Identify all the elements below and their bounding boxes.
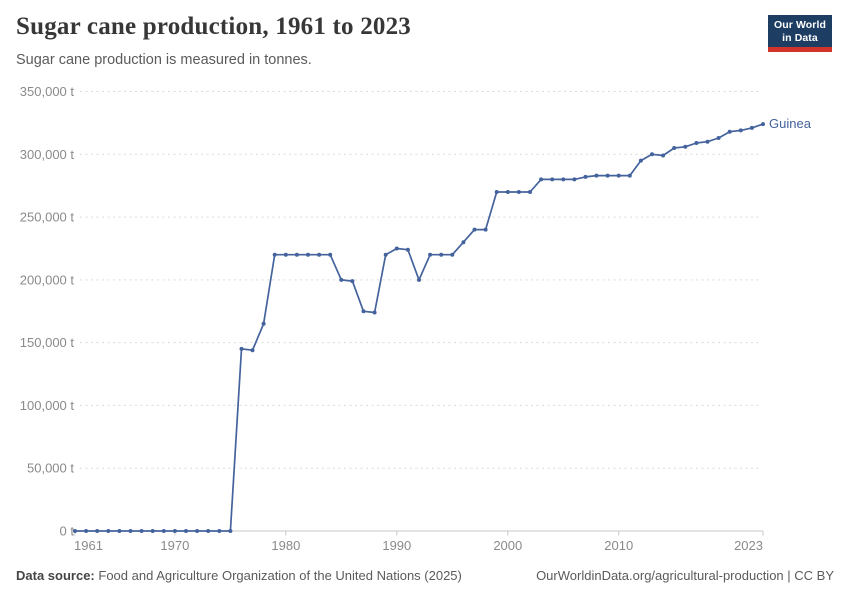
x-axis-tick-label: 2010 — [604, 538, 633, 553]
owid-logo-line1: Our World — [773, 19, 827, 31]
owid-logo[interactable]: Our World in Data — [768, 15, 832, 52]
data-point — [550, 177, 555, 182]
data-point — [106, 529, 111, 533]
data-point — [128, 529, 133, 533]
data-point — [350, 279, 355, 284]
data-point — [306, 252, 310, 257]
data-point — [383, 252, 388, 257]
data-point — [361, 309, 366, 314]
data-point — [372, 310, 377, 315]
data-point — [539, 177, 544, 182]
data-point — [405, 247, 410, 252]
data-point — [561, 177, 566, 182]
data-point — [428, 252, 433, 257]
data-point — [683, 144, 688, 149]
x-axis-tick-label: 2000 — [493, 538, 522, 553]
data-point — [417, 277, 421, 282]
data-point — [206, 529, 211, 533]
y-axis-tick-label: 100,000 t — [20, 398, 75, 413]
owid-logo-red-bar — [768, 47, 832, 52]
data-point — [172, 529, 177, 533]
y-axis-tick-label: 150,000 t — [20, 335, 75, 350]
data-point — [761, 122, 765, 127]
chart-subtitle: Sugar cane production is measured in ton… — [16, 52, 312, 68]
y-axis-tick-label: 200,000 t — [20, 272, 75, 287]
data-point — [283, 252, 288, 257]
data-point — [505, 190, 510, 194]
x-axis-tick-label: 1990 — [382, 538, 411, 553]
x-axis-tick-label: 1980 — [271, 538, 300, 553]
data-point — [184, 529, 188, 533]
data-point — [605, 173, 610, 178]
page-title: Sugar cane production, 1961 to 2023 — [16, 13, 412, 40]
y-axis-tick-label: 50,000 t — [27, 461, 74, 476]
data-point — [339, 277, 344, 282]
data-point — [139, 529, 144, 533]
data-point — [727, 129, 732, 134]
data-point — [317, 252, 322, 257]
data-point — [95, 529, 100, 533]
data-point — [650, 152, 654, 157]
data-point — [627, 173, 632, 178]
y-axis-tick-label: 350,000 t — [20, 84, 75, 99]
y-axis-tick-label: 0 t — [60, 524, 75, 539]
data-point — [450, 252, 455, 257]
data-point — [394, 246, 399, 251]
x-axis-tick-label: 1970 — [160, 538, 189, 553]
data-point — [150, 529, 155, 533]
data-point — [261, 321, 266, 326]
data-point — [705, 139, 710, 144]
data-point — [572, 177, 577, 182]
data-point — [638, 158, 643, 163]
series-line — [74, 123, 764, 532]
data-point — [661, 153, 666, 158]
data-source-text: Food and Agriculture Organization of the… — [98, 568, 462, 583]
data-point — [161, 529, 166, 533]
data-point — [594, 173, 599, 178]
data-source-label: Data source: — [16, 568, 95, 583]
data-point — [461, 240, 466, 245]
data-point — [84, 529, 89, 533]
data-point — [73, 529, 77, 533]
y-axis-tick-label: 250,000 t — [20, 210, 75, 225]
data-point — [472, 227, 477, 232]
y-axis-tick-label: 300,000 t — [20, 147, 75, 162]
data-point — [716, 136, 721, 140]
data-point — [738, 128, 743, 133]
owid-logo-box: Our World in Data — [768, 15, 832, 47]
data-point — [528, 190, 532, 194]
data-point — [694, 141, 699, 145]
data-point — [483, 227, 488, 232]
x-axis-tick-label: 1961 — [74, 538, 103, 553]
data-point — [516, 190, 521, 194]
owid-logo-line2: in Data — [782, 31, 818, 44]
data-point — [616, 173, 621, 178]
data-point — [117, 529, 122, 533]
data-point — [328, 252, 333, 257]
data-point — [439, 252, 444, 257]
data-point — [228, 529, 233, 533]
data-point — [494, 190, 499, 194]
data-point — [217, 529, 222, 533]
data-point — [749, 125, 754, 130]
data-point — [583, 174, 588, 179]
data-point — [239, 346, 244, 351]
data-point — [294, 252, 299, 257]
data-point — [672, 146, 677, 150]
footer-link[interactable]: OurWorldinData.org/agricultural-producti… — [536, 568, 834, 583]
data-point — [250, 348, 255, 353]
x-axis-tick-label: 2023 — [734, 538, 763, 553]
data-source: Data source: Food and Agriculture Organi… — [16, 568, 462, 583]
chart-footer: Data source: Food and Agriculture Organi… — [16, 568, 834, 583]
series-label-guinea[interactable]: Guinea — [769, 116, 811, 131]
data-point — [195, 529, 200, 533]
data-point — [272, 252, 277, 257]
